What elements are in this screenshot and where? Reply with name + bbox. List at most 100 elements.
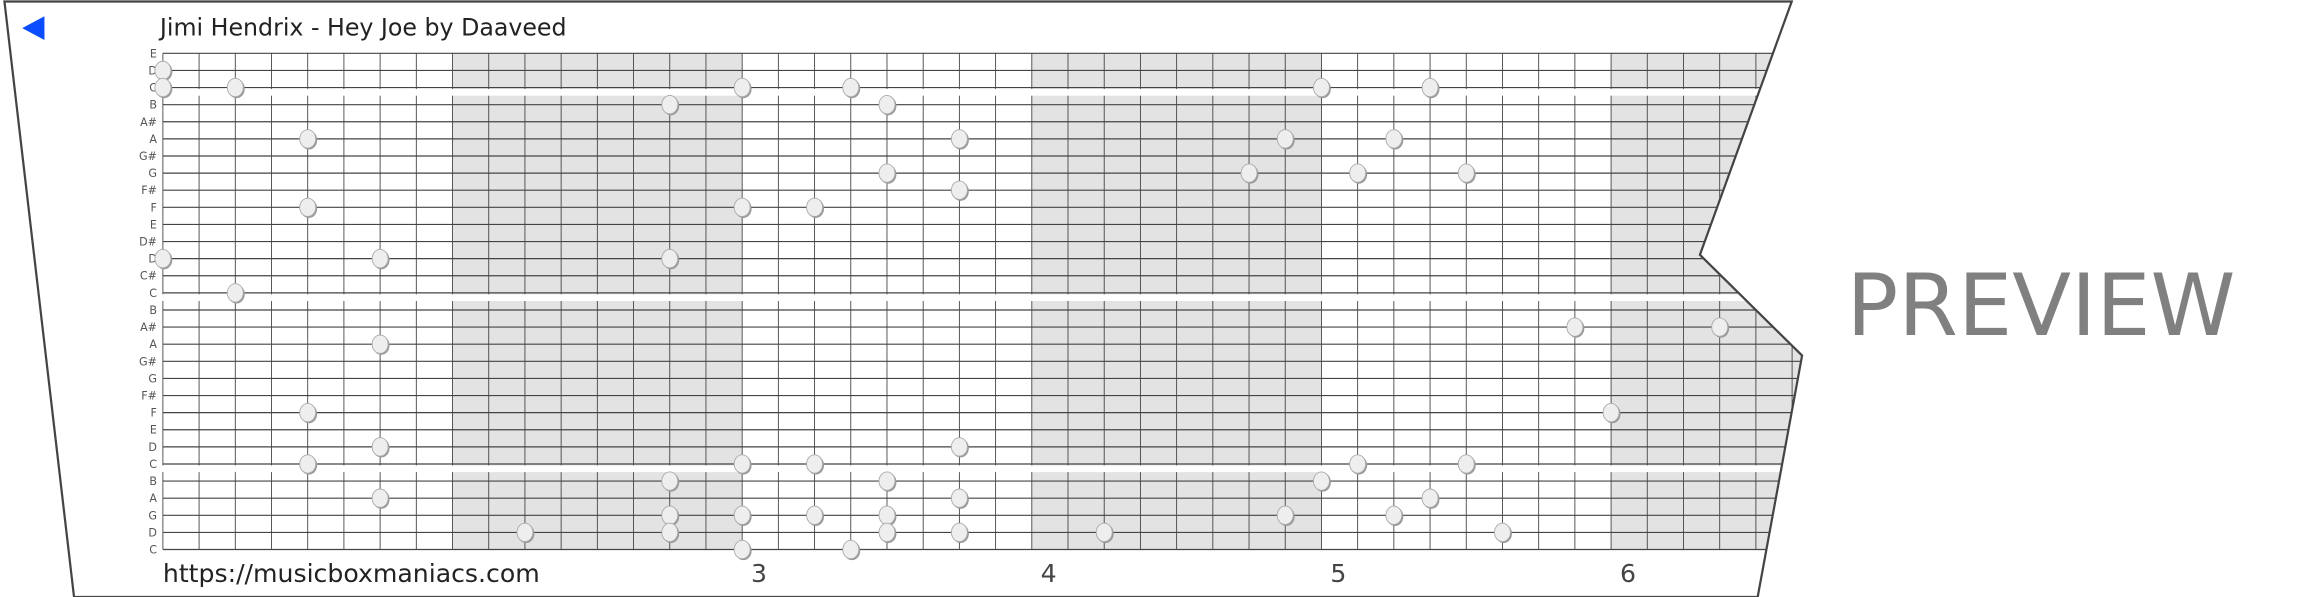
note-hole[interactable]	[950, 437, 968, 457]
site-url[interactable]: https://musicboxmaniacs.com	[163, 559, 540, 588]
note-hole[interactable]	[299, 454, 317, 474]
pitch-label: G	[148, 167, 157, 180]
note-hole[interactable]	[371, 249, 389, 269]
note-hole[interactable]	[226, 77, 244, 98]
notes	[154, 60, 1730, 561]
note-hole[interactable]	[878, 471, 896, 491]
pitch-label: C	[149, 287, 157, 300]
note-hole[interactable]	[1385, 129, 1403, 149]
note-hole[interactable]	[878, 505, 896, 525]
note-hole[interactable]	[950, 522, 968, 543]
note-hole[interactable]	[1240, 163, 1258, 183]
note-hole[interactable]	[1711, 317, 1729, 337]
note-hole[interactable]	[950, 180, 968, 200]
note-hole[interactable]	[1421, 77, 1439, 98]
section-break	[161, 294, 1803, 302]
note-hole[interactable]	[733, 539, 751, 560]
note-hole[interactable]	[878, 95, 896, 115]
pitch-label: G	[148, 509, 157, 522]
pitch-label: D	[148, 526, 157, 539]
note-hole[interactable]	[661, 249, 679, 269]
pitch-label: G#	[139, 355, 157, 368]
note-hole[interactable]	[806, 505, 824, 525]
note-hole[interactable]	[1349, 163, 1367, 183]
pitch-label: C	[149, 82, 157, 95]
pitch-label: C	[149, 458, 157, 471]
note-hole[interactable]	[806, 454, 824, 474]
note-hole[interactable]	[1312, 471, 1330, 491]
note-hole[interactable]	[371, 437, 389, 457]
pitch-label: D	[148, 253, 157, 266]
note-hole[interactable]	[371, 334, 389, 354]
pitch-label: G	[148, 372, 157, 385]
pitch-label: C#	[140, 270, 157, 283]
pitch-label: E	[150, 424, 157, 437]
note-hole[interactable]	[1095, 522, 1113, 543]
pitch-label: E	[150, 47, 157, 60]
note-hole[interactable]	[1421, 488, 1439, 508]
note-hole[interactable]	[661, 471, 679, 491]
note-hole[interactable]	[1385, 505, 1403, 525]
note-hole[interactable]	[299, 197, 317, 217]
pitch-label: F#	[141, 184, 157, 197]
note-hole[interactable]	[1457, 163, 1475, 183]
note-hole[interactable]	[516, 522, 534, 543]
pitch-label: F	[151, 407, 157, 420]
pitch-label: D	[148, 441, 157, 454]
measure-number: 3	[751, 559, 767, 588]
pitch-label: B	[149, 475, 157, 488]
pitch-label: G#	[139, 150, 157, 163]
pitch-label: F	[151, 201, 157, 214]
note-hole[interactable]	[1457, 454, 1475, 474]
note-hole[interactable]	[733, 505, 751, 525]
note-hole[interactable]	[371, 488, 389, 508]
pitch-label: B	[149, 304, 157, 317]
note-hole[interactable]	[1494, 522, 1511, 543]
note-hole[interactable]	[878, 163, 896, 183]
note-hole[interactable]	[661, 522, 679, 543]
measure-number: 4	[1041, 559, 1057, 588]
note-hole[interactable]	[878, 522, 896, 543]
note-hole[interactable]	[806, 197, 824, 217]
note-hole[interactable]	[950, 488, 968, 508]
pitch-label: A#	[140, 116, 157, 129]
note-hole[interactable]	[299, 129, 317, 149]
measure-numbers: 3 4 5 6	[751, 559, 1636, 588]
pitch-label: C	[149, 544, 157, 557]
pitch-label: A	[149, 133, 157, 146]
pitch-label: F#	[141, 390, 157, 403]
note-hole[interactable]	[154, 249, 172, 269]
note-hole[interactable]	[1276, 129, 1294, 149]
note-hole[interactable]	[661, 505, 679, 525]
note-hole[interactable]	[842, 539, 860, 560]
note-hole[interactable]	[226, 283, 244, 303]
note-hole[interactable]	[1349, 454, 1367, 474]
note-hole[interactable]	[842, 77, 860, 98]
note-hole[interactable]	[950, 129, 968, 149]
strip-grid	[161, 52, 1803, 551]
note-hole[interactable]	[154, 60, 172, 81]
section-break	[161, 465, 1803, 473]
note-hole[interactable]	[1312, 77, 1330, 98]
measure-number: 6	[1620, 559, 1636, 588]
pitch-label: E	[150, 218, 157, 231]
section-break	[161, 89, 1803, 96]
strip-outline	[3, 0, 1804, 597]
pitch-label: B	[149, 99, 157, 112]
note-hole[interactable]	[1566, 317, 1584, 337]
pitch-label: A#	[140, 321, 157, 334]
triangle-left-icon[interactable]	[22, 16, 45, 40]
note-hole[interactable]	[661, 95, 679, 115]
note-hole[interactable]	[733, 77, 751, 98]
note-hole[interactable]	[154, 77, 172, 98]
note-hole[interactable]	[733, 454, 751, 474]
note-hole[interactable]	[299, 403, 317, 423]
note-hole[interactable]	[733, 197, 751, 217]
note-hole[interactable]	[1276, 505, 1294, 525]
note-hole[interactable]	[1602, 403, 1620, 423]
song-title: Jimi Hendrix - Hey Joe by Daaveed	[158, 14, 567, 42]
pitch-label: A	[149, 338, 157, 351]
measure-number: 5	[1330, 559, 1346, 588]
